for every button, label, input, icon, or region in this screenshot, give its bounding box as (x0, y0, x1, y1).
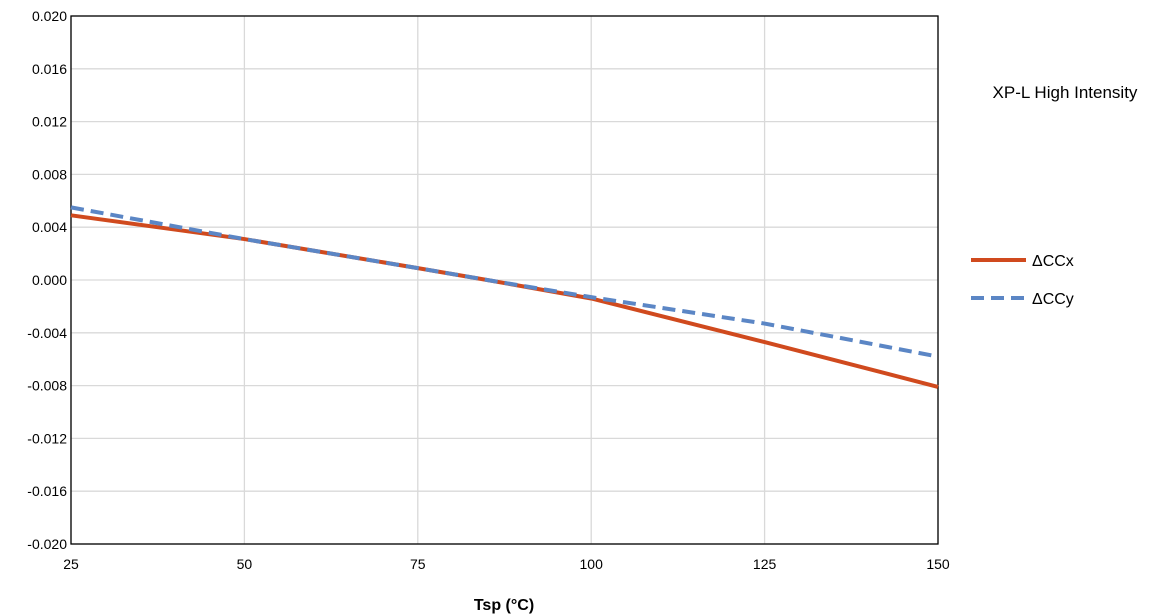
y-tick-label: 0.020 (32, 8, 67, 24)
y-tick-label: 0.004 (32, 219, 67, 235)
series-line-ccy (70, 205, 939, 359)
x-tick-label: 100 (580, 556, 604, 572)
y-axis-ticks: -0.020 -0.016 -0.012 -0.008 -0.004 0.000 0.004… (27, 8, 67, 552)
y-tick-label: -0.008 (27, 378, 67, 394)
x-tick-label: 25 (63, 556, 79, 572)
plot-frame (70, 15, 939, 545)
legend-label: ΔCCx (1032, 253, 1074, 270)
x-tick-label: 75 (410, 556, 426, 572)
y-tick-label: 0.012 (32, 114, 67, 130)
grid (70, 15, 939, 545)
y-tick-label: -0.020 (27, 536, 67, 552)
y-tick-label: 0.000 (32, 272, 67, 288)
y-tick-label: 0.008 (32, 166, 67, 182)
x-tick-label: 125 (753, 556, 777, 572)
chart-title: XP-L High Intensity (993, 83, 1138, 102)
y-tick-label: -0.004 (27, 325, 67, 341)
x-axis-label: Tsp (°C) (474, 597, 534, 614)
x-tick-label: 150 (926, 556, 950, 572)
y-tick-label: -0.012 (27, 430, 67, 446)
legend: ΔCCx ΔCCy (971, 253, 1074, 308)
x-axis-ticks: 25 50 75 100 125 150 (63, 556, 950, 572)
x-tick-label: 50 (237, 556, 253, 572)
series-layer (70, 205, 939, 389)
y-tick-label: 0.016 (32, 61, 67, 77)
series-line-ccx (70, 213, 939, 389)
legend-label: ΔCCy (1032, 291, 1074, 308)
plot-border (70, 15, 939, 545)
y-tick-label: -0.016 (27, 483, 67, 499)
